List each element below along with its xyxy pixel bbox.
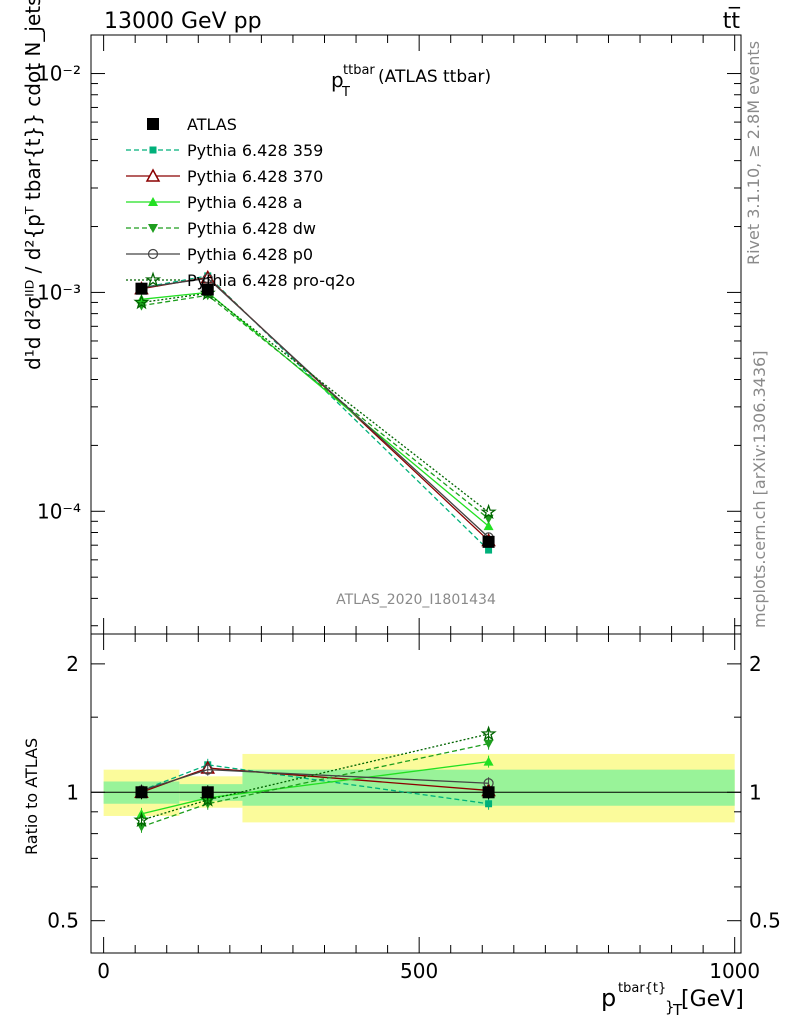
legend-label-pa: Pythia 6.428 a — [187, 193, 303, 212]
x-axis-label-sup: tbar{t} — [618, 981, 666, 996]
analysis-watermark: ATLAS_2020_I1801434 — [336, 592, 496, 608]
ratio-marker-atlas — [482, 786, 495, 799]
x-tick-label: 500 — [400, 959, 438, 983]
ratio-marker-pa — [483, 756, 494, 766]
legend-label-atlas: ATLAS — [187, 115, 237, 134]
series-line-p370 — [141, 276, 490, 542]
marker-pp0 — [202, 273, 213, 284]
ratio-plot-frame — [90, 633, 742, 954]
legend-marker-pa — [148, 197, 158, 206]
x-tick-label: 0 — [97, 959, 110, 983]
y-tick-label: 10⁻² — [37, 62, 81, 86]
rivet-label: Rivet 3.1.10, ≥ 2.8M events — [744, 41, 763, 265]
ratio-marker-pq2o — [480, 725, 497, 741]
header-left: 13000 GeV pp — [104, 9, 262, 34]
legend-marker-pq2o — [144, 271, 162, 287]
legend-marker-atlas — [147, 118, 159, 130]
mcplots-label: mcplots.cern.ch [arXiv:1306.3436] — [750, 351, 769, 628]
ratio-plot-panel: 0 500 1000 0.5 0.5 1 1 2 2 — [47, 633, 781, 983]
plot-title: p ttbar T (ATLAS ttbar) — [331, 63, 491, 100]
legend-marker-p370 — [145, 168, 161, 182]
series-line-pdw — [141, 294, 489, 520]
y-tick-label: 10⁻³ — [37, 280, 81, 304]
ratio-marker-p359 — [485, 800, 493, 808]
header-right: tt̅ — [723, 7, 741, 34]
ratio-line-p359 — [141, 764, 489, 805]
y-axis-label-bottom: Ratio to ATLAS — [22, 738, 41, 855]
marker-pa — [136, 294, 147, 304]
y-tick-label: 10⁻⁴ — [37, 499, 81, 523]
series-line-pp0 — [141, 277, 490, 538]
series-line-pq2o — [141, 292, 489, 513]
plot-title-rest: (ATLAS ttbar) — [378, 67, 491, 87]
ratio-y-tick-label-right: 1 — [749, 780, 762, 804]
ratio-marker-pq2o — [133, 811, 150, 828]
x-axis-label-sub2: T — [672, 1001, 683, 1019]
ratio-marker-pp0 — [202, 764, 213, 775]
legend-marker-pdw — [148, 224, 158, 233]
legend: ATLAS Pythia 6.428 359 Pythia 6.428 370 Pyt… — [126, 115, 355, 290]
marker-atlas — [482, 535, 495, 548]
plot-title-main: p — [331, 68, 344, 92]
ratio-marker-atlas — [135, 786, 148, 799]
ratio-y-tick-label-right: 2 — [749, 652, 762, 676]
legend-label-p370: Pythia 6.428 370 — [187, 167, 323, 186]
plot-title-sub: T — [341, 85, 350, 100]
legend-label-pq2o: Pythia 6.428 pro-q2o — [187, 271, 355, 290]
ratio-marker-atlas — [201, 786, 214, 799]
x-axis-label-sub: } — [665, 998, 675, 1016]
legend-marker-p359 — [149, 146, 157, 154]
x-axis-label: p tbar{t} } T [GeV] — [601, 981, 744, 1019]
x-axis-label-unit: [GeV] — [681, 987, 744, 1012]
ratio-y-tick-label-left: 1 — [66, 780, 79, 804]
legend-label-pdw: Pythia 6.428 dw — [187, 219, 316, 238]
main-plot-panel: 10⁻² 10⁻³ 10⁻⁴ — [37, 34, 742, 635]
ratio-y-tick-label-left: 2 — [66, 652, 79, 676]
marker-atlas — [135, 282, 148, 295]
legend-marker-pp0 — [147, 248, 159, 260]
plot-title-sup: ttbar — [343, 63, 375, 78]
ratio-y-tick-label-right: 0.5 — [749, 909, 781, 933]
y-axis-label-top: d¹d d²σᴵᴵᴰ / d²{pᵀ tbar{t}} cdot N_jets}… — [21, 0, 45, 370]
x-axis-label-main: p — [601, 984, 616, 1012]
marker-pq2o — [480, 503, 497, 520]
marker-atlas — [201, 283, 214, 296]
ratio-marker-pdw — [483, 739, 494, 749]
marker-pq2o — [133, 293, 150, 310]
marker-p359 — [485, 546, 493, 554]
legend-label-pp0: Pythia 6.428 p0 — [187, 245, 313, 264]
legend-label-p359: Pythia 6.428 359 — [187, 141, 323, 160]
ratio-y-tick-label-left: 0.5 — [47, 909, 79, 933]
x-tick-label: 1000 — [709, 959, 760, 983]
marker-pa — [483, 521, 494, 531]
series-line-p359 — [141, 275, 490, 551]
